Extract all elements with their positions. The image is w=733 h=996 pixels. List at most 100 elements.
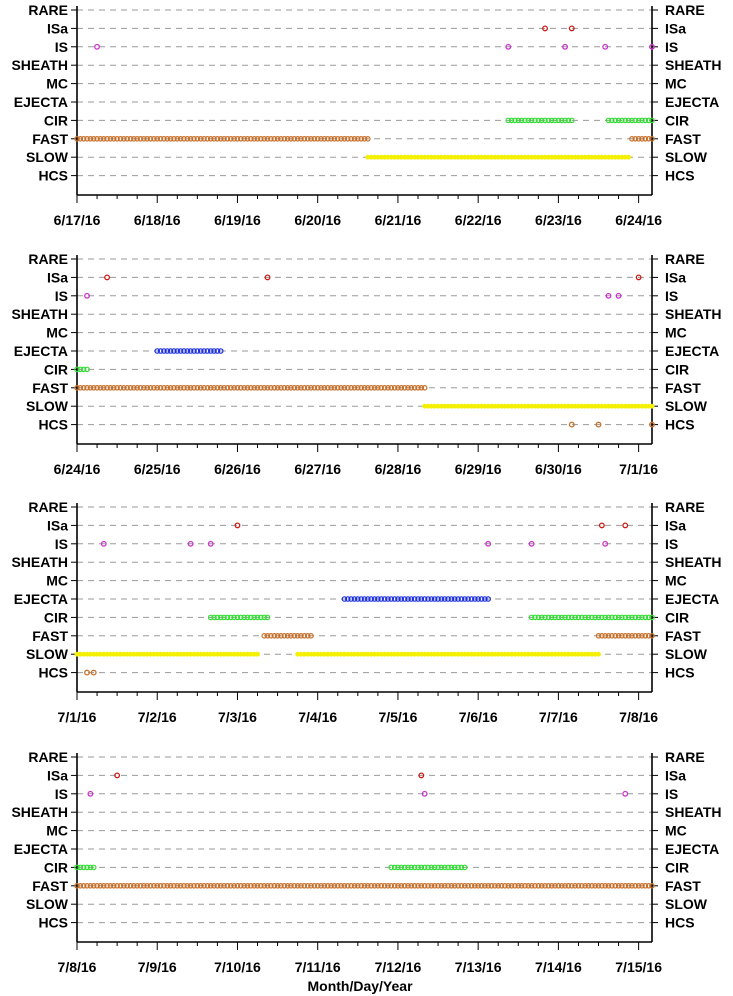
interval-marker: [194, 348, 201, 354]
interval-marker: [144, 384, 151, 391]
interval-marker: [639, 136, 645, 142]
event-marker-isa: [542, 25, 548, 32]
interval-marker: [508, 117, 515, 124]
interval-marker: [525, 882, 532, 889]
category-label-right: ISa: [665, 269, 686, 285]
interval-marker: [201, 882, 207, 889]
event-marker-is: [87, 790, 94, 797]
interval-marker: [255, 651, 260, 657]
interval-marker: [344, 136, 351, 142]
interval-marker: [635, 632, 642, 639]
interval-cir: [388, 864, 468, 871]
interval-marker: [542, 117, 548, 124]
interval-marker: [304, 632, 311, 639]
event-marker-is: [605, 292, 612, 299]
category-label-left: RARE: [28, 2, 68, 18]
interval-marker: [528, 117, 535, 124]
interval-marker: [642, 117, 649, 124]
interval-marker: [649, 632, 655, 639]
event-marker-isa: [598, 522, 605, 529]
interval-marker: [395, 384, 401, 391]
event-marker-hcs: [595, 421, 602, 428]
event-marker-is: [622, 790, 629, 797]
category-label-right: HCS: [665, 915, 695, 931]
event-marker-isa: [568, 25, 575, 32]
category-label-left: CIR: [44, 859, 68, 875]
interval-marker: [87, 882, 94, 889]
interval-marker: [502, 882, 508, 889]
x-tick-label: 7/10/16: [214, 959, 261, 975]
interval-marker: [248, 614, 254, 621]
interval-marker: [197, 882, 204, 889]
category-label-left: EJECTA: [14, 343, 68, 359]
interval-marker: [642, 136, 649, 142]
event-marker-isa: [234, 522, 241, 529]
x-tick-label: 7/12/16: [375, 959, 422, 975]
interval-marker: [90, 864, 97, 871]
interval-marker: [177, 136, 184, 142]
interval-marker: [244, 136, 251, 142]
interval-marker: [595, 614, 602, 621]
interval-marker: [248, 384, 254, 391]
interval-marker: [181, 136, 187, 142]
interval-marker: [538, 882, 545, 889]
interval-marker: [248, 882, 254, 889]
panel-3: RARE RARE ISa ISa IS IS SHEATH SHEATH MC MC EJECTA…: [11, 499, 721, 725]
interval-marker: [548, 117, 555, 124]
category-label-left: SLOW: [26, 896, 69, 912]
interval-marker: [288, 384, 294, 391]
interval-marker: [505, 882, 512, 889]
interval-marker: [341, 136, 348, 142]
interval-marker: [331, 384, 338, 391]
interval-marker: [184, 136, 191, 142]
interval-marker: [141, 384, 147, 391]
category-label-left: MC: [46, 76, 68, 92]
interval-marker: [365, 596, 371, 602]
interval-marker: [552, 614, 558, 621]
category-label-right: EJECTA: [665, 343, 719, 359]
interval-marker: [348, 384, 354, 391]
interval-marker: [201, 136, 207, 142]
interval-marker: [194, 882, 201, 889]
interval-marker: [284, 632, 291, 639]
interval-marker: [311, 384, 318, 391]
interval-fast: [595, 632, 655, 639]
interval-marker: [645, 882, 652, 889]
interval-marker: [461, 864, 468, 871]
interval-marker: [438, 596, 445, 602]
interval-marker: [227, 614, 234, 621]
interval-marker: [512, 882, 518, 889]
category-label-left: IS: [55, 536, 68, 552]
interval-marker: [151, 136, 157, 142]
interval-marker: [635, 117, 642, 124]
category-label-left: SLOW: [26, 398, 69, 414]
interval-marker: [84, 136, 90, 142]
category-label-right: SLOW: [665, 398, 708, 414]
interval-marker: [324, 882, 331, 889]
category-label-right: RARE: [665, 251, 705, 267]
event-marker-is: [649, 43, 655, 50]
category-label-left: ISa: [47, 767, 68, 783]
interval-marker: [294, 882, 301, 889]
x-tick-label: 6/23/16: [535, 212, 582, 228]
interval-marker: [532, 117, 538, 124]
interval-marker: [428, 882, 435, 889]
interval-marker: [134, 882, 140, 889]
interval-marker: [401, 384, 408, 391]
interval-marker: [625, 632, 632, 639]
event-marker-hcs: [568, 421, 575, 428]
interval-marker: [181, 384, 187, 391]
interval-marker: [552, 117, 558, 124]
category-label-left: MC: [46, 823, 68, 839]
interval-marker: [578, 614, 585, 621]
interval-marker: [187, 882, 194, 889]
interval-marker: [545, 882, 552, 889]
interval-marker: [622, 632, 629, 639]
interval-marker: [605, 632, 612, 639]
interval-marker: [104, 136, 110, 142]
interval-marker: [184, 348, 191, 354]
event-marker-hcs: [649, 421, 655, 428]
interval-marker: [535, 882, 542, 889]
interval-marker: [291, 384, 298, 391]
interval-marker: [167, 348, 174, 354]
